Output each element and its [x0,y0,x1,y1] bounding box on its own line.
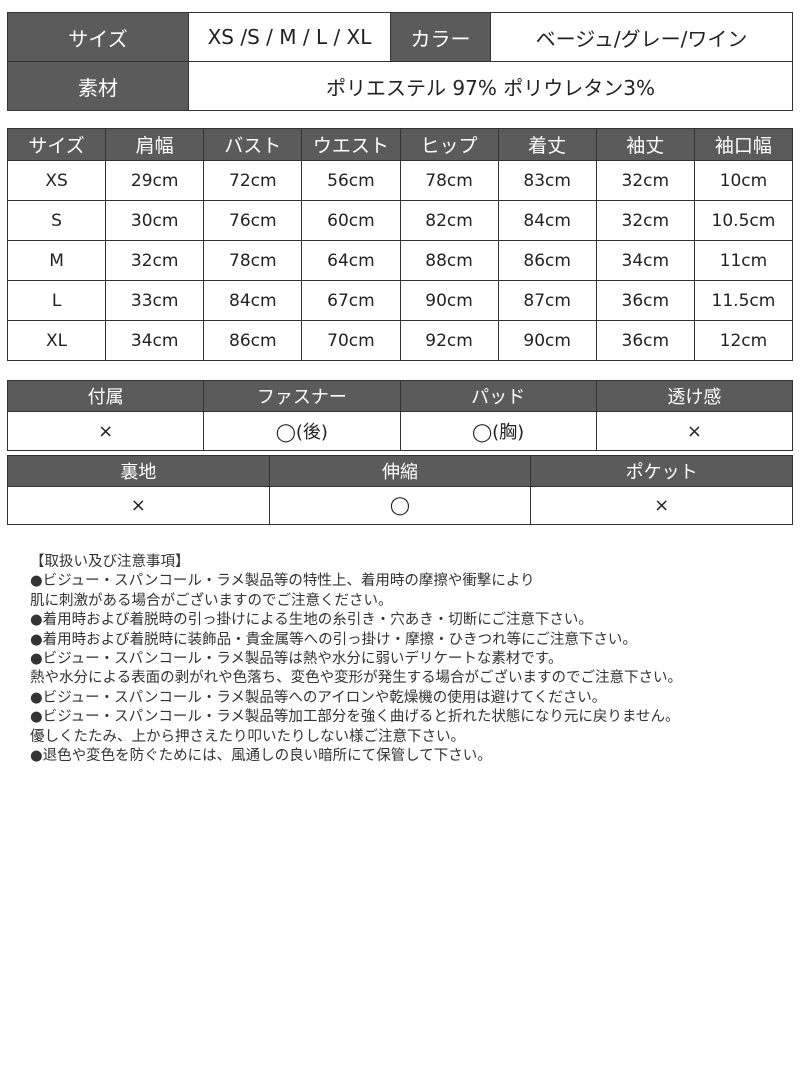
column-header: ヒップ [399,128,499,161]
table-cell: 67cm [301,280,401,321]
note-line: 【取扱い及び注意事項】 [30,554,190,570]
table-cell: 36cm [595,280,695,321]
table-cell: 82cm [399,200,499,241]
table-cell: L [6,280,107,321]
table-cell: 32cm [105,240,205,281]
feature-value: × [7,486,270,525]
feature-header: 透け感 [595,380,794,412]
features-table-2: 裏地 伸縮 ポケット × ◯ × [7,455,793,525]
spec-table: サイズ XS /S / M / L / XL カラー ベージュ/グレー/ワイン 素材ポ… [7,12,793,111]
feature-header: パッド [399,380,597,412]
feature-header: ファスナー [203,380,401,412]
table-cell: 34cm [105,320,205,361]
table-cell: 56cm [301,160,401,201]
feature-header: 伸縮 [268,455,532,487]
table-cell: 36cm [595,320,695,361]
size-label: サイズ [7,12,189,62]
table-header-row: サイズ 肩幅 バスト ウエスト ヒップ 着丈 袖丈 袖口幅 [6,128,794,161]
table-cell: 34cm [595,240,695,281]
feature-value: ◯(胸) [399,411,597,451]
table-cell: 78cm [399,160,499,201]
table-cell: 30cm [105,200,205,241]
note-line: 優しくたたみ、上から押さえたり叩いたりしない様ご注意下さい。 [30,728,465,745]
table-row: M 32cm 78cm 64cm 88cm 86cm 34cm 11cm [6,240,794,281]
table-cell: 84cm [497,200,597,241]
feature-value: × [595,411,794,451]
features-table-1: 付属 ファスナー パッド 透け感 × ◯(後) ◯(胸) × [6,380,794,451]
table-cell: 70cm [301,320,401,361]
note-line: ●着用時および着脱時に装飾品・貴金属等への引っ掛け・摩擦・ひきつれ等にご注意下さ… [30,631,637,648]
table-cell: 11.5cm [693,280,794,321]
table-cell: 32cm [595,160,695,201]
table-row: XS 29cm 72cm 56cm 78cm 83cm 32cm 10cm [6,160,794,201]
table-cell: 84cm [203,280,303,321]
table-cell: XS [6,160,107,201]
table-cell: XL [6,320,107,361]
note-line: ●ビジュー・スパンコール・ラメ製品等の特性上、着用時の摩擦や衝撃により [30,573,535,590]
column-header: 着丈 [497,128,597,161]
table-cell: 60cm [301,200,401,241]
color-value: ベージュ/グレー/ワイン [490,12,793,62]
size-value: XS /S / M / L / XL [188,12,391,62]
table-row: × ◯(後) ◯(胸) × [6,411,794,451]
feature-value: × [530,486,793,525]
table-cell: 87cm [497,280,597,321]
note-line: 熱や水分による表面の剥がれや色落ち、変色や変形が発生する場合がございますのでご注… [30,670,683,687]
table-cell: 72cm [203,160,303,201]
feature-value: ◯(後) [203,411,401,451]
table-cell: 90cm [497,320,597,361]
note-line: 肌に刺激がある場合がございますのでご注意ください。 [30,592,393,609]
size-table: サイズ 肩幅 バスト ウエスト ヒップ 着丈 袖丈 袖口幅 XS 29cm 72cm 56cm 78cm… [6,128,794,361]
note-line: ●ビジュー・スパンコール・ラメ製品等加工部分を強く曲げると折れた状態になり元に戻… [30,709,680,726]
table-cell: 78cm [203,240,303,281]
table-cell: 86cm [497,240,597,281]
column-header: 肩幅 [105,128,205,161]
feature-value: × [6,411,205,451]
table-header-row: 付属 ファスナー パッド 透け感 [6,380,794,412]
feature-header: ポケット [530,455,793,487]
table-row: L 33cm 84cm 67cm 90cm 87cm 36cm 11.5cm [6,280,794,321]
table-cell: 12cm [693,320,794,361]
table-cell: 83cm [497,160,597,201]
color-label: カラー [390,12,491,62]
table-row: S 30cm 76cm 60cm 82cm 84cm 32cm 10.5cm [6,200,794,241]
table-cell: 29cm [105,160,205,201]
table-cell: 64cm [301,240,401,281]
table-cell: 10.5cm [693,200,794,241]
note-line: ●ビジュー・スパンコール・ラメ製品等は熱や水分に弱いデリケートな素材です。 [30,651,563,668]
table-cell: 10cm [693,160,794,201]
material-value: ポリエステル 97% ポリウレタン3% [188,61,793,111]
table-cell: 90cm [399,280,499,321]
table-cell: 86cm [203,320,303,361]
column-header: ウエスト [301,128,401,161]
table-row: XL 34cm 86cm 70cm 92cm 90cm 36cm 12cm [6,320,794,361]
table-cell: 76cm [203,200,303,241]
note-line: ●着用時および着脱時の引っ掛けによる生地の糸引き・穴あき・切断にご注意下さい。 [30,612,593,629]
feature-header: 裏地 [7,455,270,487]
table-row: × ◯ × [7,486,793,525]
column-header: バスト [203,128,303,161]
table-cell: 88cm [399,240,499,281]
table-header-row: 裏地 伸縮 ポケット [7,455,793,487]
column-header: サイズ [6,128,107,161]
note-line: ●退色や変色を防ぐためには、風通しの良い暗所にて保管して下さい。 [30,748,492,765]
column-header: 袖丈 [595,128,695,161]
table-cell: 33cm [105,280,205,321]
care-notes: 【取扱い及び注意事項】 ●ビジュー・スパンコール・ラメ製品等の特性上、着用時の摩擦… [30,553,682,766]
column-header: 袖口幅 [693,128,794,161]
table-cell: S [6,200,107,241]
table-cell: M [6,240,107,281]
feature-header: 付属 [6,380,205,412]
feature-value: ◯ [268,486,532,525]
note-line: ●ビジュー・スパンコール・ラメ製品等へのアイロンや乾燥機の使用は避けてください。 [30,689,607,706]
table-cell: 32cm [595,200,695,241]
material-label: 素材 [7,61,189,111]
table-cell: 11cm [693,240,794,281]
table-cell: 92cm [399,320,499,361]
